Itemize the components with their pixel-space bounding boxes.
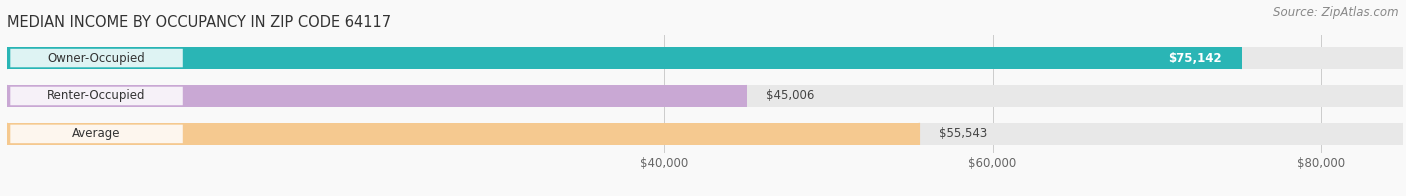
Bar xyxy=(7,123,920,145)
Bar xyxy=(7,47,1241,69)
Text: MEDIAN INCOME BY OCCUPANCY IN ZIP CODE 64117: MEDIAN INCOME BY OCCUPANCY IN ZIP CODE 6… xyxy=(7,15,391,30)
Bar xyxy=(7,47,1403,69)
FancyBboxPatch shape xyxy=(10,125,183,143)
Bar xyxy=(7,85,1403,107)
Bar xyxy=(7,123,1403,145)
Bar xyxy=(7,85,747,107)
Text: Owner-Occupied: Owner-Occupied xyxy=(48,52,145,64)
Text: $55,543: $55,543 xyxy=(939,127,987,140)
Text: Renter-Occupied: Renter-Occupied xyxy=(48,90,146,103)
Text: $75,142: $75,142 xyxy=(1168,52,1222,64)
Text: Source: ZipAtlas.com: Source: ZipAtlas.com xyxy=(1274,6,1399,19)
FancyBboxPatch shape xyxy=(10,49,183,67)
FancyBboxPatch shape xyxy=(10,87,183,105)
Text: Average: Average xyxy=(72,127,121,140)
Text: $45,006: $45,006 xyxy=(766,90,814,103)
